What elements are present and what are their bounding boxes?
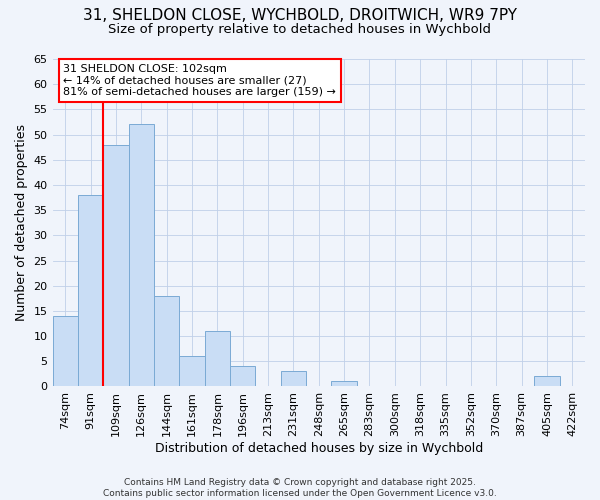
Text: 31, SHELDON CLOSE, WYCHBOLD, DROITWICH, WR9 7PY: 31, SHELDON CLOSE, WYCHBOLD, DROITWICH, …: [83, 8, 517, 22]
Bar: [179, 356, 205, 386]
Bar: [230, 366, 256, 386]
Bar: [205, 331, 230, 386]
Bar: [281, 372, 306, 386]
Text: Contains HM Land Registry data © Crown copyright and database right 2025.
Contai: Contains HM Land Registry data © Crown c…: [103, 478, 497, 498]
Bar: [53, 316, 78, 386]
Bar: [78, 195, 103, 386]
Bar: [128, 124, 154, 386]
X-axis label: Distribution of detached houses by size in Wychbold: Distribution of detached houses by size …: [155, 442, 483, 455]
Bar: [534, 376, 560, 386]
Text: Size of property relative to detached houses in Wychbold: Size of property relative to detached ho…: [109, 22, 491, 36]
Text: 31 SHELDON CLOSE: 102sqm
← 14% of detached houses are smaller (27)
81% of semi-d: 31 SHELDON CLOSE: 102sqm ← 14% of detach…: [63, 64, 336, 97]
Bar: [103, 144, 128, 386]
Y-axis label: Number of detached properties: Number of detached properties: [15, 124, 28, 321]
Bar: [331, 382, 357, 386]
Bar: [154, 296, 179, 386]
